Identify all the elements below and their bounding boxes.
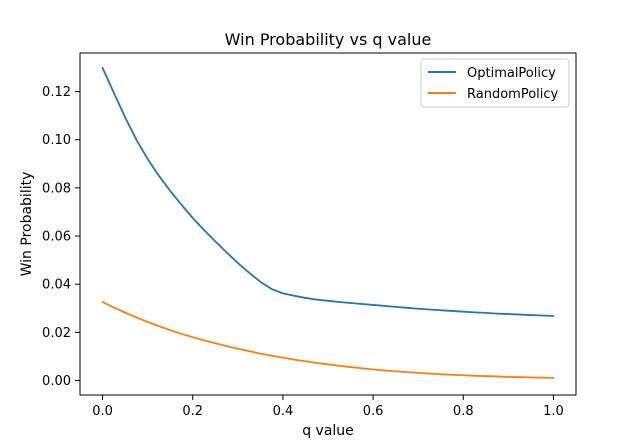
x-tick-label: 1.0 — [543, 404, 564, 419]
plot-area — [79, 52, 577, 396]
y-tick-label: 0.02 — [42, 326, 71, 341]
x-tick-label: 0.0 — [92, 404, 113, 419]
y-tick-label: 0.10 — [42, 133, 71, 148]
y-tick-label: 0.12 — [42, 85, 71, 100]
y-tick-label: 0.08 — [42, 181, 71, 196]
y-axis-label: Win Probability — [19, 172, 35, 277]
x-tick-label: 0.8 — [453, 404, 474, 419]
chart-title: Win Probability vs q value — [225, 30, 432, 49]
x-axis: 0.0 0.2 0.4 0.6 0.8 1.0 — [92, 395, 564, 419]
legend-label-randompolicy: RandomPolicy — [467, 87, 559, 102]
legend: OptimalPolicy RandomPolicy — [420, 58, 570, 108]
x-tick-label: 0.2 — [182, 404, 203, 419]
y-tick-label: 0.00 — [42, 374, 71, 389]
series-line-optimalpolicy — [101, 67, 555, 317]
x-tick-label: 0.6 — [363, 404, 384, 419]
y-tick-label: 0.04 — [42, 278, 71, 293]
legend-label-optimalpolicy: OptimalPolicy — [467, 66, 556, 81]
y-axis: 0.00 0.02 0.04 0.06 0.08 0.10 0.12 — [42, 85, 80, 389]
y-tick-label: 0.06 — [42, 230, 71, 245]
series-line-randompolicy — [101, 301, 555, 379]
series-lines — [101, 67, 555, 379]
plot-frame — [79, 52, 577, 396]
x-axis-label: q value — [302, 423, 354, 439]
x-tick-label: 0.4 — [273, 404, 294, 419]
legend-box — [420, 58, 570, 108]
